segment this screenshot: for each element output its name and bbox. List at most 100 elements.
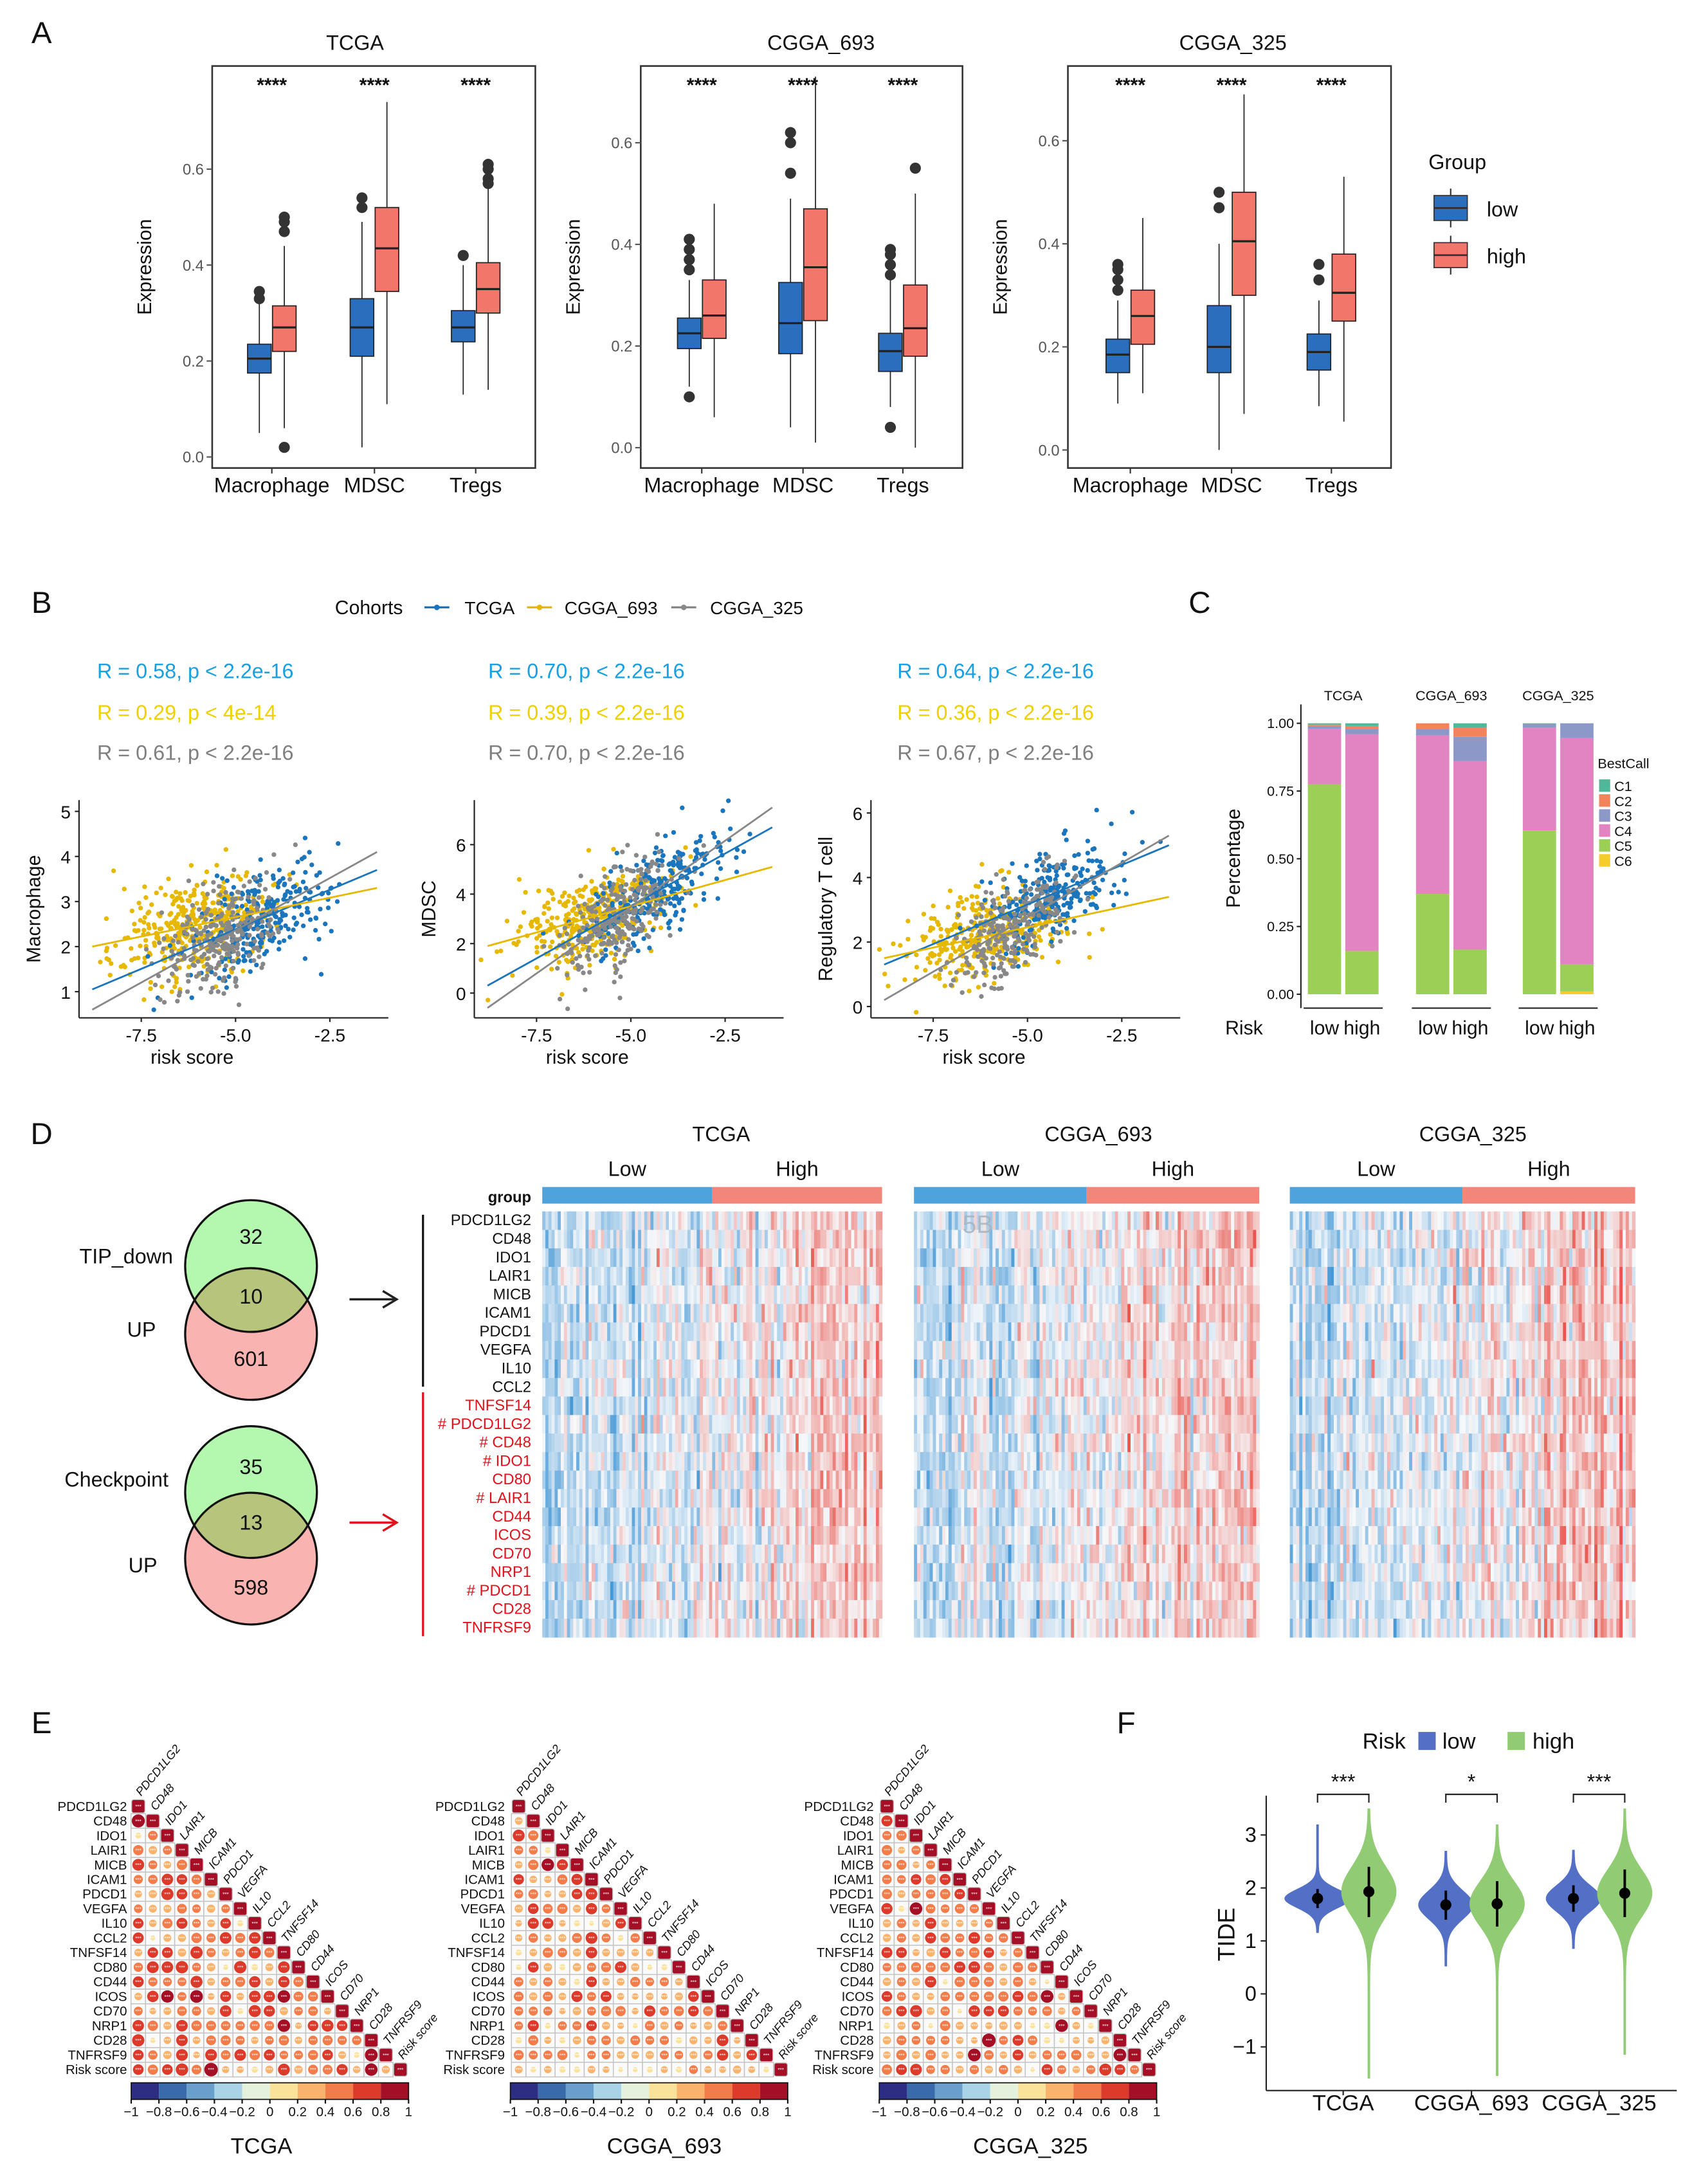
point-CGGA_325	[198, 986, 203, 991]
heatmap-cell	[573, 1341, 577, 1360]
x-tick-label: high	[1451, 1018, 1488, 1039]
heatmap-cell	[808, 1230, 812, 1249]
heatmap-cell	[696, 1507, 700, 1527]
point-CGGA_693	[192, 887, 197, 893]
heatmap-cell	[573, 1489, 577, 1508]
heatmap-cell	[561, 1507, 565, 1527]
heatmap-cell	[635, 1451, 639, 1471]
heatmap-cell	[734, 1396, 738, 1415]
heatmap-cell	[601, 1211, 605, 1231]
heatmap-cell	[684, 1396, 688, 1415]
heatmap-cell	[875, 1267, 880, 1286]
outlier-point	[253, 286, 265, 297]
point-CGGA_693	[1038, 938, 1043, 943]
heatmap-cell	[869, 1378, 873, 1397]
heatmap-cell	[835, 1359, 839, 1379]
heatmap-cell	[770, 1378, 775, 1397]
point-CGGA_693	[997, 901, 1003, 907]
heatmap-cell	[715, 1230, 719, 1249]
heatmap-cell	[798, 1507, 803, 1527]
point-CGGA_325	[220, 943, 225, 949]
heatmap-cell	[777, 1507, 781, 1527]
heatmap-cell	[826, 1470, 830, 1490]
point-CGGA_693	[554, 915, 560, 920]
point-CGGA_325	[1039, 925, 1044, 930]
point-TCGA	[1096, 887, 1102, 893]
heatmap-cell	[687, 1285, 691, 1305]
point-CGGA_325	[974, 970, 979, 975]
heatmap-cell	[693, 1230, 698, 1249]
heatmap-cell	[561, 1248, 565, 1268]
heatmap-cell	[585, 1211, 589, 1231]
point-CGGA_325	[219, 955, 224, 960]
heatmap-cell	[585, 1248, 589, 1268]
heatmap-cell	[656, 1525, 660, 1545]
heatmap-cell	[860, 1470, 864, 1490]
heatmap-cell	[592, 1211, 596, 1231]
heatmap-cell	[625, 1507, 630, 1527]
heatmap-cell	[854, 1230, 858, 1249]
heatmap-cell	[731, 1304, 734, 1324]
point-TCGA	[277, 868, 282, 873]
heatmap-cell	[758, 1415, 762, 1434]
heatmap-cell	[860, 1433, 864, 1453]
heatmap-cell	[616, 1489, 620, 1508]
heatmap-cell	[798, 1451, 803, 1471]
point-CGGA_325	[1022, 911, 1027, 916]
heatmap-cell	[597, 1304, 602, 1324]
heatmap-cell	[700, 1304, 704, 1324]
point-CGGA_325	[1006, 916, 1011, 922]
heatmap-cell	[681, 1433, 685, 1453]
heatmap-cell	[736, 1378, 741, 1397]
point-TCGA	[285, 889, 290, 894]
heatmap-cell	[808, 1470, 812, 1490]
heatmap-cell	[659, 1507, 664, 1527]
heatmap-cell	[844, 1415, 849, 1434]
venn-count: 32	[239, 1225, 262, 1248]
heatmap-cell	[724, 1211, 729, 1231]
heatmap-cell	[597, 1451, 602, 1471]
heatmap-cell	[561, 1267, 565, 1286]
point-CGGA_693	[243, 902, 249, 907]
heatmap-cell	[817, 1285, 821, 1305]
point-CGGA_693	[202, 895, 207, 900]
point-CGGA_325	[1009, 945, 1015, 950]
heatmap-cell	[650, 1285, 654, 1305]
point-CGGA_325	[252, 938, 257, 944]
point-TCGA	[714, 876, 720, 882]
heatmap-cell	[718, 1470, 722, 1490]
bar-segment-C1	[1307, 723, 1342, 725]
heatmap-cell	[638, 1525, 642, 1545]
point-CGGA_693	[1039, 954, 1045, 960]
heatmap-cell	[570, 1378, 574, 1397]
point-TCGA	[313, 927, 318, 933]
heatmap-cell	[653, 1415, 657, 1434]
heatmap-cell	[613, 1507, 617, 1527]
boxplot-panel-CGGA_693: CGGA_6930.00.20.40.6ExpressionMacrophage…	[563, 32, 963, 496]
heatmap-cell	[765, 1248, 769, 1268]
point-TCGA	[671, 830, 677, 835]
heatmap-cell	[866, 1359, 871, 1379]
point-CGGA_325	[235, 942, 241, 947]
heatmap-cell	[570, 1433, 574, 1453]
heatmap-cell	[607, 1285, 611, 1305]
heatmap-cell	[545, 1322, 549, 1342]
point-CGGA_693	[563, 900, 569, 905]
point-TCGA	[1046, 863, 1051, 868]
heatmap-cell	[765, 1304, 769, 1324]
heatmap-cell	[607, 1507, 611, 1527]
point-CGGA_325	[624, 882, 629, 887]
heatmap-cell	[774, 1359, 778, 1379]
point-CGGA_693	[992, 981, 997, 986]
heatmap-cell	[579, 1248, 583, 1268]
heatmap-cell	[573, 1304, 577, 1324]
heatmap-cell	[842, 1211, 846, 1231]
heatmap-cell	[601, 1470, 605, 1490]
heatmap-cell	[702, 1378, 707, 1397]
point-CGGA_325	[220, 923, 226, 928]
heatmap-cell	[731, 1489, 734, 1508]
heatmap-cell	[705, 1304, 710, 1324]
point-CGGA_693	[960, 963, 965, 968]
heatmap-cell	[653, 1285, 657, 1305]
heatmap-cell	[635, 1230, 639, 1249]
